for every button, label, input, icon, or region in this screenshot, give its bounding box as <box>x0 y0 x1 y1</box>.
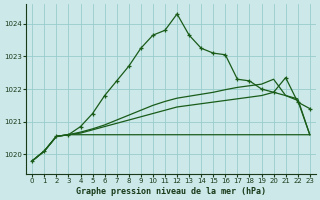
X-axis label: Graphe pression niveau de la mer (hPa): Graphe pression niveau de la mer (hPa) <box>76 187 266 196</box>
